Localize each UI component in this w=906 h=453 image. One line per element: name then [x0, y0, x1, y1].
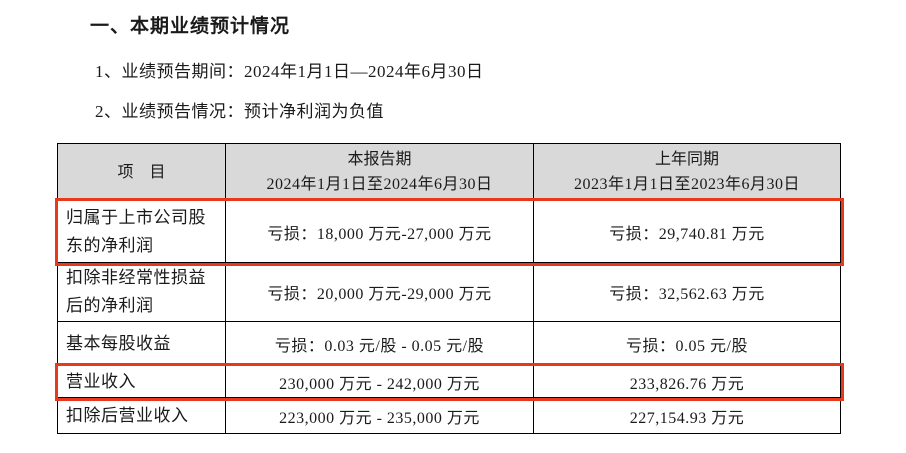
table-row-net-profit: 归属于上市公司股东的净利润 亏损：18,000 万元-27,000 万元 亏损：… [54, 197, 844, 266]
row-prior-value: 亏损：32,562.63 万元 [533, 262, 841, 322]
row-prior-value: 233,826.76 万元 [533, 365, 841, 398]
header-current-period-dates: 2024年1月1日至2024年6月30日 [266, 176, 493, 193]
header-prior-period-column: 上年同期 2023年1月1日至2023年6月30日 [533, 143, 841, 201]
header-item-column: 项 目 [57, 143, 226, 201]
row-current-value: 230,000 万元 - 242,000 万元 [225, 365, 534, 398]
header-prior-period-title: 上年同期 [654, 151, 719, 168]
row-prior-value: 亏损：29,740.81 万元 [533, 200, 841, 263]
header-prior-period-dates: 2023年1月1日至2023年6月30日 [573, 176, 800, 193]
row-item-label: 归属于上市公司股东的净利润 [57, 200, 226, 263]
forecast-period-line: 1、业绩预告期间：2024年1月1日—2024年6月30日 [95, 62, 484, 81]
row-current-value: 亏损：18,000 万元-27,000 万元 [225, 200, 534, 263]
row-item-label: 扣除非经常性损益后的净利润 [57, 262, 226, 322]
earnings-forecast-table: 项 目 本报告期 2024年1月1日至2024年6月30日 上年同期 2023年… [54, 143, 844, 434]
row-current-value: 亏损：0.03 元/股 - 0.05 元/股 [225, 321, 534, 366]
table-row-revenue-after-deduction: 扣除后营业收入 223,000 万元 - 235,000 万元 227,154.… [57, 397, 841, 434]
row-current-value: 亏损：20,000 万元-29,000 万元 [225, 262, 534, 322]
row-item-label: 扣除后营业收入 [57, 397, 226, 434]
table-header-row: 项 目 本报告期 2024年1月1日至2024年6月30日 上年同期 2023年… [57, 143, 841, 201]
table-row-basic-eps: 基本每股收益 亏损：0.03 元/股 - 0.05 元/股 亏损：0.05 元/… [57, 321, 841, 366]
forecast-type-line: 2、业绩预告情况：预计净利润为负值 [95, 102, 384, 121]
header-current-period-title: 本报告期 [347, 151, 412, 168]
section-title: 一、本期业绩预计情况 [90, 16, 291, 37]
table-row-net-profit-excl-nonrecurring: 扣除非经常性损益后的净利润 亏损：20,000 万元-29,000 万元 亏损：… [57, 262, 841, 322]
row-prior-value: 亏损：0.05 元/股 [533, 321, 841, 366]
table-row-operating-revenue: 营业收入 230,000 万元 - 242,000 万元 233,826.76 … [54, 362, 844, 401]
row-item-label: 基本每股收益 [57, 321, 226, 366]
row-current-value: 223,000 万元 - 235,000 万元 [225, 397, 534, 434]
header-current-period-column: 本报告期 2024年1月1日至2024年6月30日 [225, 143, 534, 201]
row-item-label: 营业收入 [57, 365, 226, 398]
row-prior-value: 227,154.93 万元 [533, 397, 841, 434]
